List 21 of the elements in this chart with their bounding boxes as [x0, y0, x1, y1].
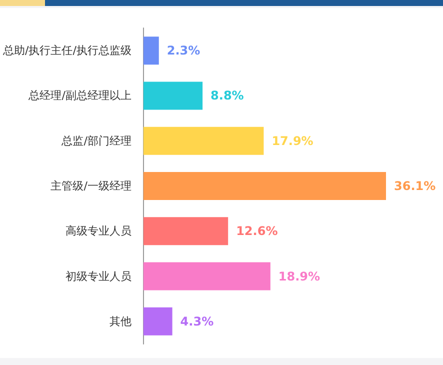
data-label: 36.1% — [394, 179, 436, 193]
y-tick-label: 总经理/副总经理以上 — [28, 89, 132, 102]
y-tick-label: 总监/部门经理 — [60, 134, 132, 148]
bar — [143, 126, 264, 155]
bar — [143, 217, 228, 246]
bar — [143, 82, 203, 110]
data-label: 12.6% — [236, 224, 278, 238]
bar — [143, 262, 270, 290]
bar — [143, 307, 172, 336]
data-label: 4.3% — [180, 314, 214, 328]
y-tick-label: 初级专业人员 — [65, 270, 132, 283]
y-tick-label: 其他 — [109, 314, 132, 328]
bar — [143, 172, 386, 200]
data-label: 17.9% — [272, 134, 314, 148]
data-label: 2.3% — [166, 44, 200, 58]
bar — [143, 36, 159, 65]
y-tick-label: 主管级/一级经理 — [50, 180, 132, 192]
data-label: 8.8% — [210, 88, 244, 103]
y-tick-label: 总助/执行主任/执行总监级 — [2, 44, 132, 58]
data-label: 18.9% — [278, 269, 320, 284]
y-tick-label: 高级专业人员 — [65, 224, 132, 238]
